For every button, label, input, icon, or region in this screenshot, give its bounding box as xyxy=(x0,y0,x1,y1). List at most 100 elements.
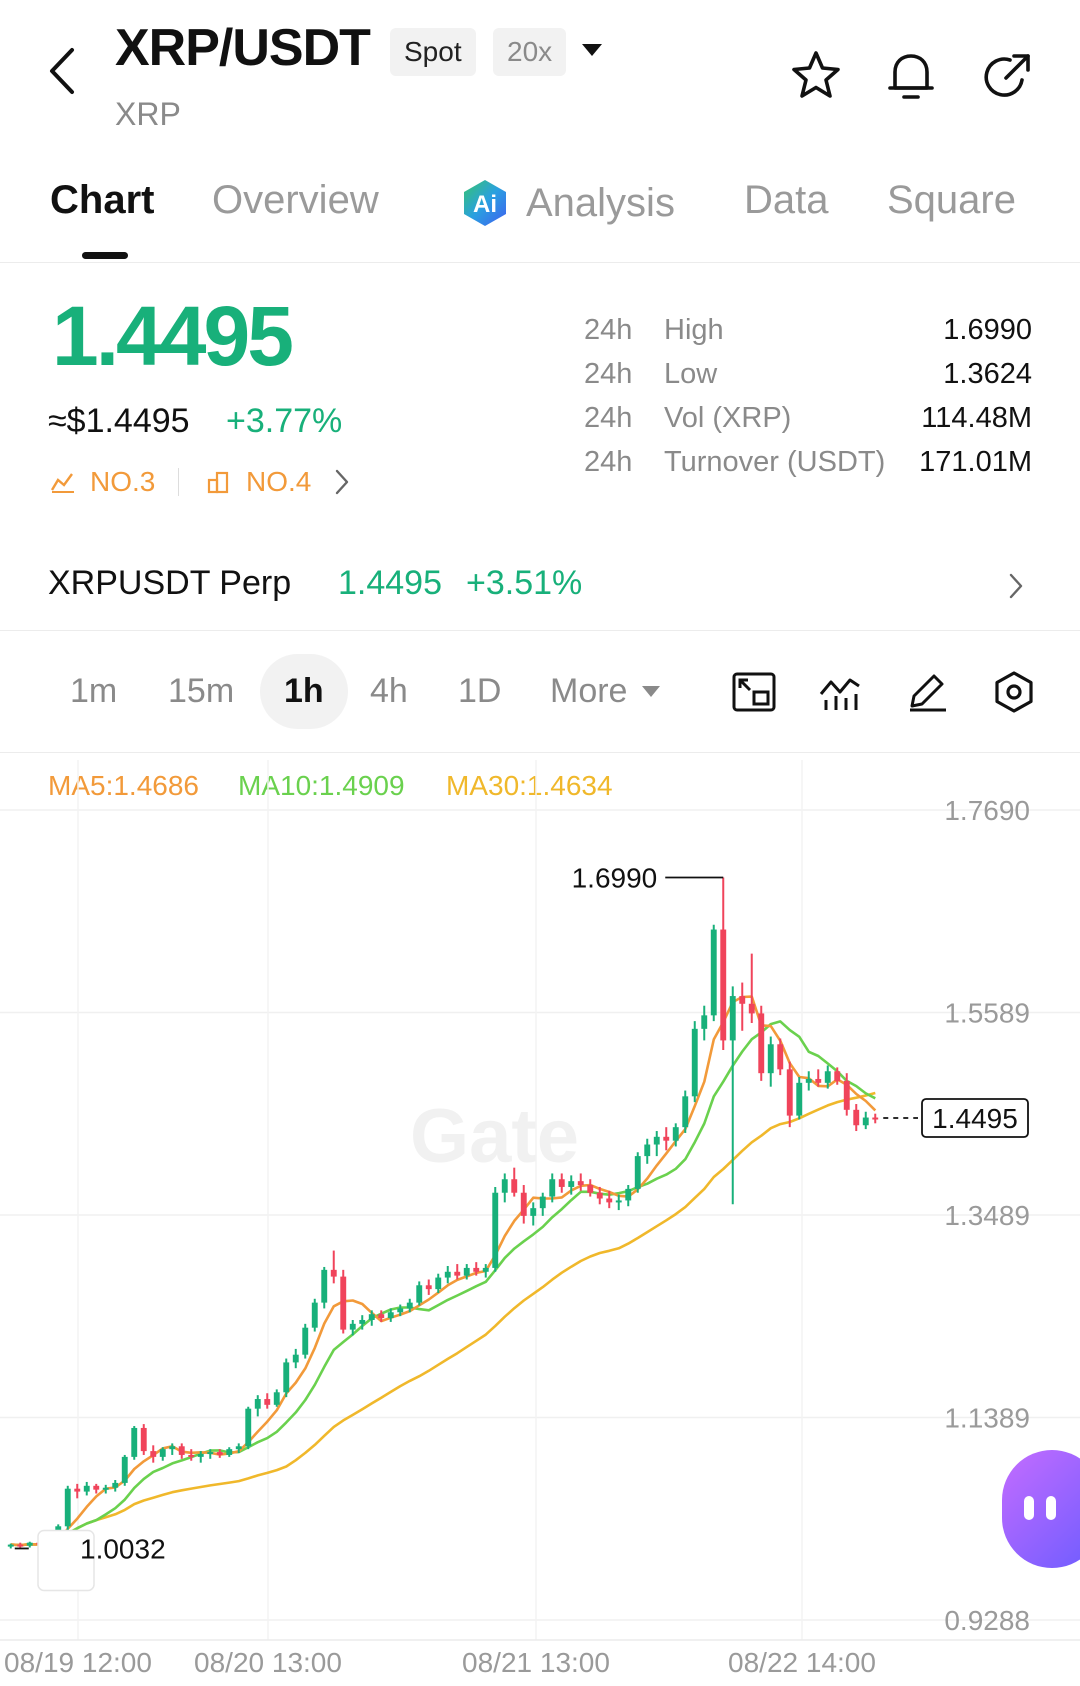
perp-row[interactable]: XRPUSDT Perp 1.4495 +3.51% xyxy=(0,544,1080,624)
rank-chevron-icon[interactable] xyxy=(334,468,350,501)
candle-body xyxy=(530,1208,537,1216)
candle-body xyxy=(425,1285,432,1290)
tab-chart[interactable]: Chart xyxy=(50,178,155,222)
stats-table: 24h High 1.6990 24h Low 1.3624 24h Vol (… xyxy=(584,314,1032,490)
tab-analysis[interactable]: Ai Analysis xyxy=(460,178,675,228)
ma5-legend: MA5:1.4686 xyxy=(48,770,199,801)
last-price-label: 1.4495 xyxy=(932,1103,1018,1134)
candle-body xyxy=(444,1271,451,1278)
ma30-line xyxy=(10,1091,876,1547)
fullscreen-icon[interactable] xyxy=(732,672,776,717)
candle-body xyxy=(245,1408,252,1447)
candle-body xyxy=(872,1117,879,1120)
candle-body xyxy=(349,1323,356,1330)
candle-body xyxy=(691,1028,698,1097)
chat-assistant-button[interactable] xyxy=(1002,1450,1080,1568)
timeframe-1d[interactable]: 1D xyxy=(458,672,502,710)
pair-dropdown-icon[interactable] xyxy=(580,42,604,63)
market-type-tag: Spot xyxy=(390,28,476,76)
stat-label: Turnover (USDT) xyxy=(664,446,886,478)
pair-title[interactable]: XRP/USDT xyxy=(115,19,371,77)
rank-hot-badge[interactable]: NO.3 xyxy=(50,466,155,498)
x-axis-labels: 08/19 12:00 08/20 13:00 08/21 13:00 08/22 1… xyxy=(4,1647,876,1678)
candle-body xyxy=(330,1269,337,1277)
share-icon[interactable] xyxy=(982,50,1034,107)
candle-body xyxy=(843,1080,850,1110)
timeframe-15m[interactable]: 15m xyxy=(168,672,235,710)
candle-body xyxy=(834,1071,841,1081)
x-tick-label: 08/22 14:00 xyxy=(728,1647,876,1678)
tab-square[interactable]: Square xyxy=(887,178,1016,222)
y-axis-labels: 1.7690 1.5589 1.3489 1.1389 0.9288 xyxy=(944,795,1030,1636)
candle-body xyxy=(587,1185,594,1193)
candle-body xyxy=(786,1069,793,1116)
base-asset-label: XRP xyxy=(115,96,181,132)
timeframe-more-label: More xyxy=(550,672,628,710)
candle-body xyxy=(777,1044,784,1070)
candle-body xyxy=(720,929,727,1041)
candle-body xyxy=(169,1446,176,1450)
alert-bell-icon[interactable] xyxy=(886,48,936,107)
candles-group xyxy=(7,877,879,1549)
rank-volume-badge[interactable]: NO.4 xyxy=(206,466,311,498)
candle-body xyxy=(539,1196,546,1209)
candle-body xyxy=(796,1082,803,1116)
price-change: +3.77% xyxy=(226,402,343,440)
timeframe-1m[interactable]: 1m xyxy=(70,672,118,710)
y-tick-label: 1.7690 xyxy=(944,795,1030,826)
svg-text:Ai: Ai xyxy=(473,191,497,218)
y-tick-label: 0.9288 xyxy=(944,1605,1030,1636)
candle-body xyxy=(767,1044,774,1074)
gate-watermark: Gate xyxy=(410,1094,579,1179)
candle-body xyxy=(853,1109,860,1126)
candle-body xyxy=(207,1452,214,1455)
candle-body xyxy=(283,1362,290,1393)
candle-body xyxy=(758,1013,765,1074)
candle-body xyxy=(264,1399,271,1405)
perp-price: 1.4495 xyxy=(338,564,442,602)
candle-body xyxy=(492,1192,499,1268)
favorite-star-icon[interactable] xyxy=(790,50,842,105)
candle-body xyxy=(615,1200,622,1203)
candlestick-chart[interactable]: Gate 1.7690 1.5589 1.3489 1.1389 0.9288 08/1… xyxy=(0,760,1080,1686)
candle-body xyxy=(634,1156,641,1189)
draw-pencil-icon[interactable] xyxy=(906,672,950,717)
candle-body xyxy=(273,1392,280,1405)
ma10-legend: MA10:1.4909 xyxy=(238,770,405,801)
stat-label: High xyxy=(664,314,724,346)
stat-label: Vol (XRP) xyxy=(664,402,792,434)
back-button[interactable] xyxy=(44,46,84,96)
y-tick-label: 1.3489 xyxy=(944,1200,1030,1231)
perp-name: XRPUSDT Perp xyxy=(48,564,292,602)
candle-body xyxy=(729,996,736,1041)
tab-analysis-label: Analysis xyxy=(526,180,675,225)
timeframe-more[interactable]: More xyxy=(550,672,661,711)
candle-body xyxy=(577,1181,584,1186)
candle-body xyxy=(406,1302,413,1309)
timeframe-4h[interactable]: 4h xyxy=(370,672,408,710)
candle-body xyxy=(558,1179,565,1187)
candle-body xyxy=(17,1544,24,1547)
candle-body xyxy=(178,1446,185,1455)
tab-overview[interactable]: Overview xyxy=(212,178,379,222)
usd-price: ≈$1.4495 xyxy=(48,402,190,440)
candle-body xyxy=(64,1488,71,1527)
candle-body xyxy=(473,1267,480,1272)
indicator-icon[interactable] xyxy=(818,672,862,717)
candle-body xyxy=(397,1308,404,1313)
timeframe-1h[interactable]: 1h xyxy=(260,654,348,729)
chart-settings-icon[interactable] xyxy=(992,670,1036,719)
stat-value: 114.48M xyxy=(921,402,1032,434)
divider xyxy=(0,630,1080,631)
stat-row-turnover: 24h Turnover (USDT) 171.01M xyxy=(584,446,1032,490)
high-marker-label: 1.6990 xyxy=(572,862,658,893)
ma30-legend: MA30:1.4634 xyxy=(446,770,613,801)
stat-value: 1.3624 xyxy=(943,358,1032,390)
stat-row-low: 24h Low 1.3624 xyxy=(584,358,1032,402)
trend-chart-icon xyxy=(50,473,74,493)
candle-body xyxy=(121,1456,128,1483)
candle-body xyxy=(682,1096,689,1128)
ma5-path xyxy=(10,995,877,1547)
candle-body xyxy=(710,929,717,1016)
tab-data[interactable]: Data xyxy=(744,178,829,222)
